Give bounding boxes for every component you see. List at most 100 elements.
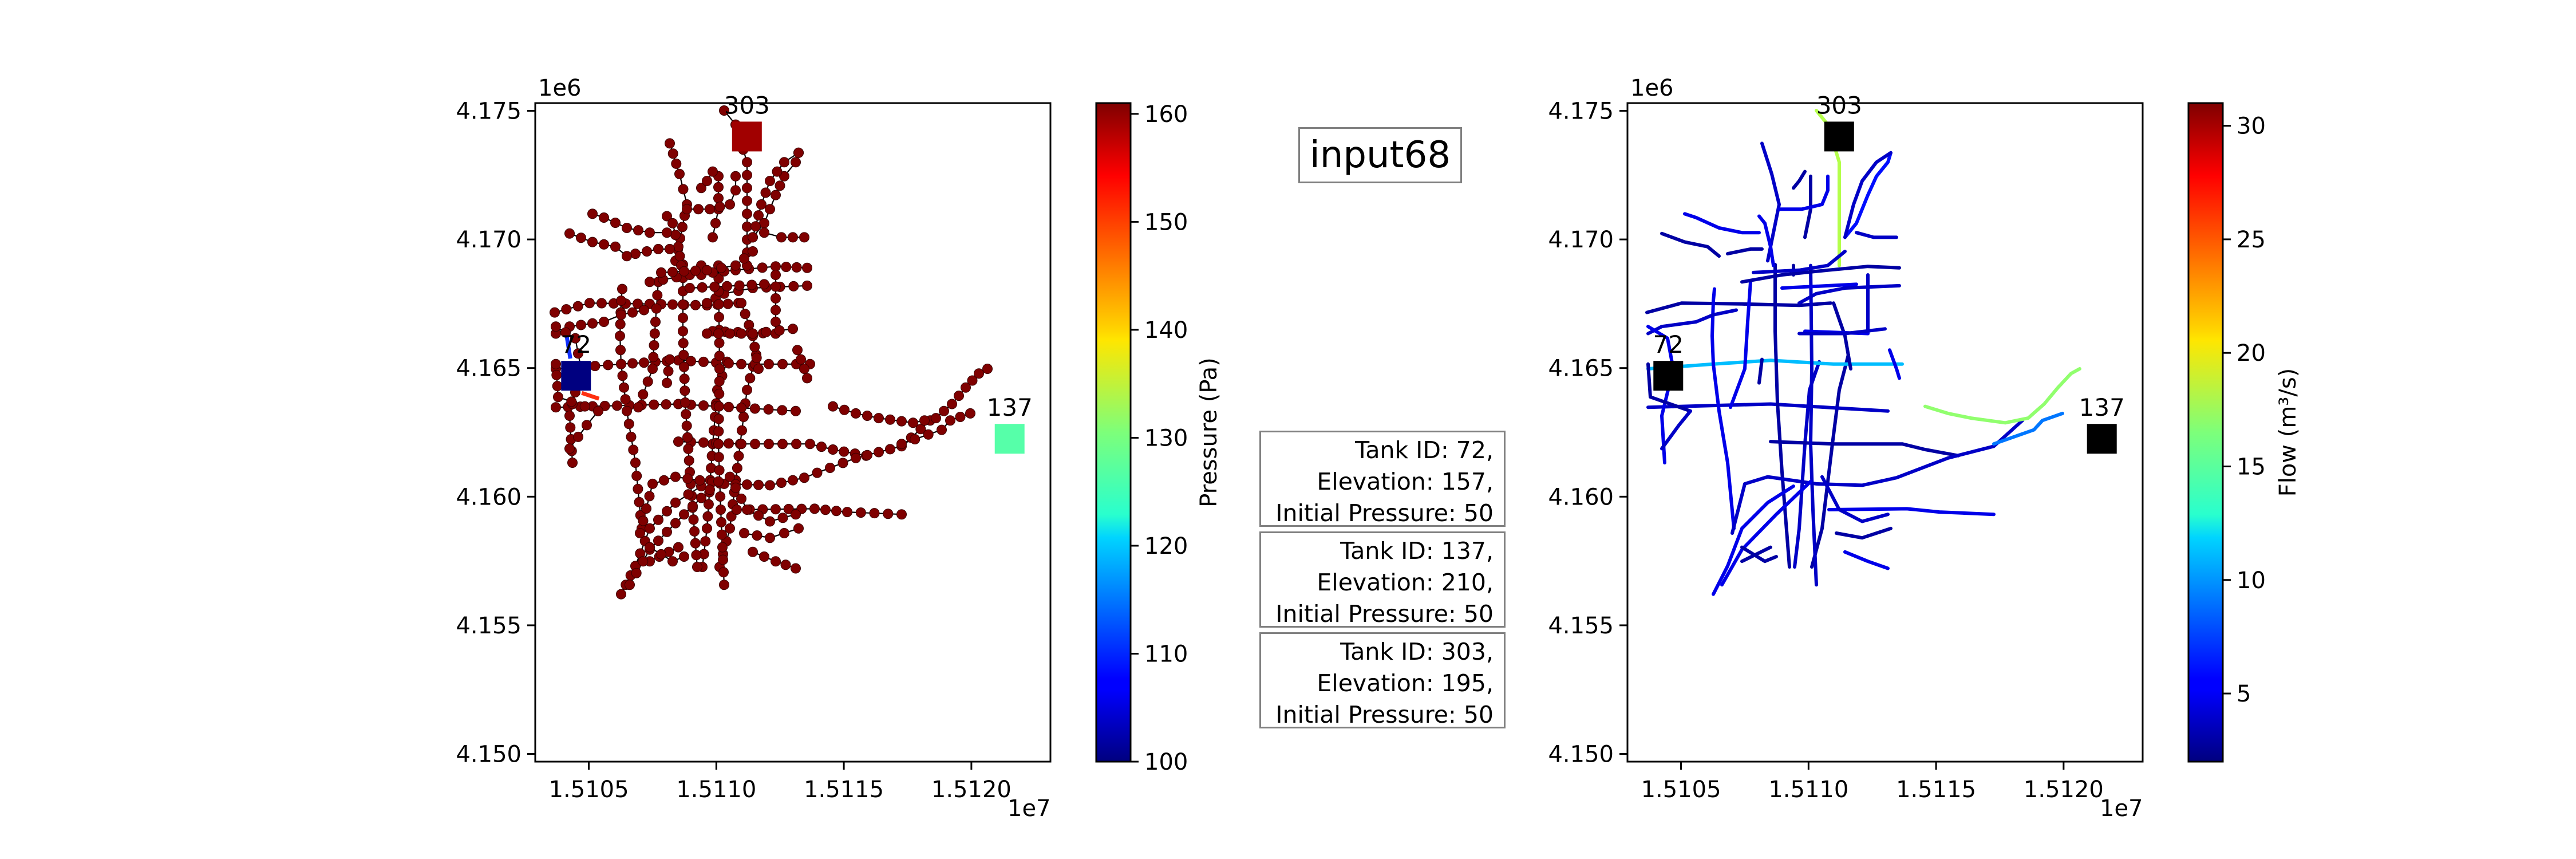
junction-node	[673, 542, 683, 553]
junction-node	[622, 251, 632, 262]
junction-node	[705, 484, 715, 495]
junction-node	[633, 402, 643, 413]
pipe-line	[1660, 231, 1721, 258]
junction-node	[679, 509, 689, 520]
junction-node	[622, 405, 632, 416]
x-tick-label: 1.5105	[549, 777, 629, 803]
pipe-line	[1729, 280, 1752, 409]
junction-node	[965, 408, 975, 419]
junction-node	[659, 475, 669, 486]
pipe-line	[1780, 282, 1858, 290]
junction-node	[837, 458, 848, 468]
junction-node	[670, 230, 681, 241]
pipe-line	[1710, 287, 1736, 530]
junction-node	[809, 503, 820, 514]
junction-node	[851, 408, 861, 419]
junction-node	[662, 526, 672, 537]
junction-node	[753, 364, 764, 374]
junction-node	[802, 262, 812, 273]
junction-node	[616, 358, 626, 369]
junction-node	[799, 232, 809, 243]
junction-node	[740, 309, 750, 320]
junction-node	[874, 447, 884, 458]
junction-node	[791, 509, 801, 520]
colorbar-tick-label: 5	[2237, 681, 2251, 707]
junction-node	[653, 535, 663, 546]
junction-node	[628, 444, 639, 455]
junction-node	[698, 437, 709, 448]
tank-elevation-text: Elevation: 157,	[1317, 468, 1494, 495]
y-tick-label: 4.165	[1548, 356, 1614, 382]
y-tick-label: 4.150	[456, 742, 521, 768]
tank-info-box-137: Tank ID: 137, Elevation: 210, Initial Pr…	[1259, 531, 1506, 628]
junction-node	[702, 523, 712, 534]
junction-node	[692, 562, 702, 573]
junction-node	[714, 350, 725, 361]
junction-node	[617, 283, 627, 294]
junction-node	[587, 237, 598, 247]
y-offset-label: 1e6	[1630, 75, 1674, 101]
x-tick-label: 1.5115	[804, 777, 884, 803]
junction-node	[680, 397, 690, 408]
pipe-line	[1992, 411, 2064, 446]
junction-node	[638, 515, 649, 526]
x-tick-label: 1.5110	[1768, 777, 1848, 803]
junction-node	[685, 283, 695, 293]
junction-node	[724, 358, 734, 369]
colorbar-ticks: 100 110 120 130 140 150 160	[1131, 101, 1188, 775]
junction-node	[739, 528, 749, 538]
axes: 1.5105 1.5110 1.5115 1.5120 4.150 4.155 4.160 4…	[1548, 98, 2103, 803]
colorbar-tick-label: 130	[1144, 425, 1188, 451]
junction-node	[702, 511, 713, 522]
junction-node	[776, 478, 787, 488]
junction-node	[736, 403, 746, 413]
colorbar-label: Pressure (Pa)	[1196, 357, 1222, 507]
junction-node	[714, 337, 725, 348]
junction-node	[686, 356, 696, 367]
junction-node	[753, 210, 764, 221]
junction-node	[645, 277, 655, 287]
junction-node	[792, 345, 803, 356]
junction-node	[631, 471, 642, 481]
junction-node	[623, 419, 634, 430]
junction-node	[647, 364, 658, 374]
colorbar-label: Flow (m³/s)	[2275, 368, 2301, 497]
junction-node	[734, 280, 745, 291]
junction-node	[771, 305, 781, 316]
junction-nodes	[550, 105, 993, 600]
junction-node	[638, 556, 649, 567]
junction-node	[553, 392, 563, 403]
pipe-line	[1843, 550, 1890, 570]
junction-node	[635, 528, 645, 538]
pipe-line	[1752, 250, 1847, 274]
junction-node	[764, 358, 774, 369]
tank-info-box-72: Tank ID: 72, Elevation: 157, Initial Pre…	[1259, 431, 1506, 527]
junction-node	[642, 246, 652, 257]
pipe-line	[1797, 283, 1901, 305]
junction-node	[954, 391, 964, 401]
y-tick-label: 4.150	[1548, 742, 1614, 768]
junction-node	[714, 465, 725, 476]
junction-node	[736, 439, 746, 450]
junction-node	[713, 452, 724, 463]
tank-markers: 72 137 303	[561, 91, 1033, 454]
junction-node	[638, 389, 649, 400]
junction-node	[551, 358, 561, 369]
pipe-line	[1803, 174, 1812, 239]
junction-node	[726, 511, 737, 522]
tank-marker	[994, 424, 1025, 454]
junction-node	[716, 517, 726, 527]
junction-node	[670, 471, 681, 482]
junction-node	[688, 514, 699, 525]
y-tick-label: 4.155	[1548, 613, 1614, 639]
junction-node	[982, 364, 993, 374]
junction-node	[617, 371, 628, 381]
junction-node	[945, 415, 955, 426]
junction-node	[679, 361, 689, 372]
junction-node	[961, 382, 971, 393]
junction-node	[730, 171, 741, 182]
junction-node	[565, 422, 576, 433]
y-tick-label: 4.170	[456, 227, 521, 253]
junction-node	[820, 505, 831, 515]
